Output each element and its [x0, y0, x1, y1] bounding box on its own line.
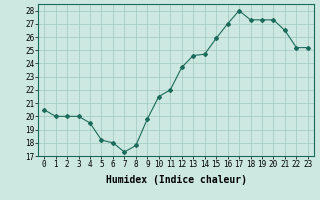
X-axis label: Humidex (Indice chaleur): Humidex (Indice chaleur) [106, 175, 246, 185]
